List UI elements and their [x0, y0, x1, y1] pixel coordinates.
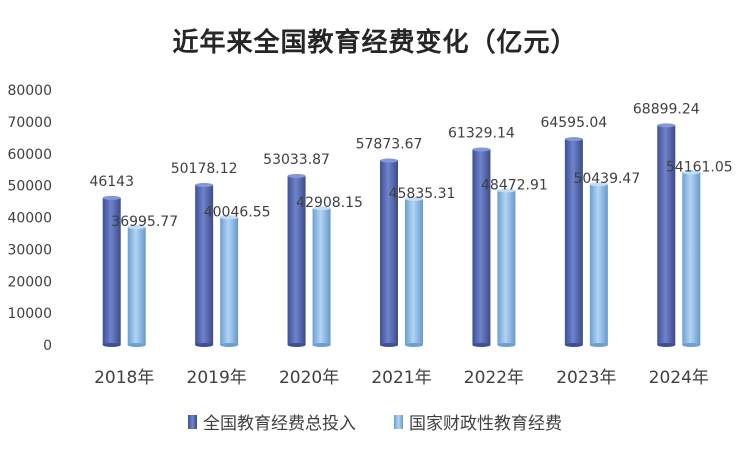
bar-fiscal-2020年 [312, 208, 331, 345]
y-tick-label: 20000 [7, 274, 52, 290]
bar-base [472, 343, 491, 347]
bar-base [657, 343, 676, 347]
bar-base [312, 343, 331, 347]
bar-total-2020年 [287, 175, 306, 345]
x-tick-label: 2021年 [371, 368, 431, 388]
legend: 全国教育经费总投入 国家财政性教育经费 [0, 409, 750, 434]
y-tick-label: 70000 [7, 115, 52, 131]
bar-cap [472, 147, 491, 152]
bar-base [589, 343, 608, 347]
bar-base [102, 343, 121, 347]
x-tick-label: 2020年 [279, 368, 339, 388]
bar-cap [287, 173, 306, 178]
bar-total-2024年 [657, 125, 676, 346]
x-tick-label: 2023年 [556, 368, 616, 388]
bar-base [564, 343, 583, 347]
x-tick-label: 2022年 [464, 368, 524, 388]
data-label: 40046.55 [204, 204, 271, 220]
bar-total-2021年 [380, 160, 398, 345]
bar-base [127, 343, 146, 347]
bar-base [287, 343, 306, 347]
legend-swatch-total [188, 414, 197, 429]
x-tick-label: 2018年 [94, 368, 154, 388]
x-tick-label: 2024年 [649, 368, 709, 388]
bar-cap [195, 183, 214, 188]
legend-item-fiscal: 国家财政性教育经费 [394, 409, 562, 434]
bar-fiscal-2023年 [589, 184, 608, 345]
bar-fiscal-2024年 [682, 172, 701, 345]
bar-cap [102, 195, 121, 200]
x-tick-label: 2019年 [187, 368, 247, 388]
y-tick-label: 10000 [7, 306, 52, 322]
bar-cap [380, 158, 398, 163]
bar-fiscal-2021年 [405, 198, 423, 345]
bar-base [497, 343, 516, 347]
y-tick-label: 80000 [7, 83, 52, 99]
bar-base [405, 343, 423, 347]
data-label: 61329.14 [448, 126, 515, 142]
data-label: 50178.12 [171, 161, 238, 177]
bar-total-2023年 [564, 139, 583, 345]
y-tick-label: 40000 [7, 211, 52, 227]
data-label: 42908.15 [296, 195, 363, 211]
bar-total-2022年 [472, 149, 491, 345]
data-label: 46143 [89, 174, 134, 190]
data-label: 57873.67 [356, 137, 423, 153]
data-label: 64595.04 [540, 115, 607, 131]
bar-fiscal-2018年 [127, 227, 146, 345]
bar-base [220, 343, 239, 347]
data-label: 36995.77 [111, 214, 178, 230]
bar-cap [497, 188, 516, 193]
bar-base [195, 343, 214, 347]
y-tick-label: 60000 [7, 147, 52, 163]
bar-total-2019年 [195, 185, 214, 345]
chart-title: 近年来全国教育经费变化（亿元） [172, 28, 578, 58]
bar-base [380, 343, 398, 347]
bar-base [682, 343, 701, 347]
bar-cap [405, 196, 423, 201]
y-tick-label: 50000 [7, 179, 52, 195]
bar-fiscal-2022年 [497, 190, 516, 345]
data-label: 48472.91 [481, 177, 548, 193]
legend-item-total: 全国教育经费总投入 [188, 409, 356, 434]
data-label: 54161.05 [666, 159, 733, 175]
data-label: 68899.24 [633, 101, 700, 117]
data-label: 50439.47 [573, 171, 640, 187]
bar-cap [682, 170, 701, 175]
bar-cap [127, 225, 146, 230]
data-label: 53033.87 [263, 152, 330, 168]
data-label: 45835.31 [389, 186, 456, 202]
bar-cap [564, 137, 583, 142]
bar-cap [657, 123, 676, 128]
bar-cap [220, 215, 239, 220]
legend-label-total: 全国教育经费总投入 [203, 414, 356, 434]
bar-cap [589, 182, 608, 187]
y-tick-label: 0 [43, 338, 52, 354]
bar-cap [312, 206, 331, 211]
legend-swatch-fiscal [394, 414, 403, 429]
legend-label-fiscal: 国家财政性教育经费 [409, 414, 562, 434]
bar-fiscal-2019年 [220, 217, 239, 345]
y-tick-label: 30000 [7, 242, 52, 258]
bar-total-2018年 [102, 197, 121, 345]
